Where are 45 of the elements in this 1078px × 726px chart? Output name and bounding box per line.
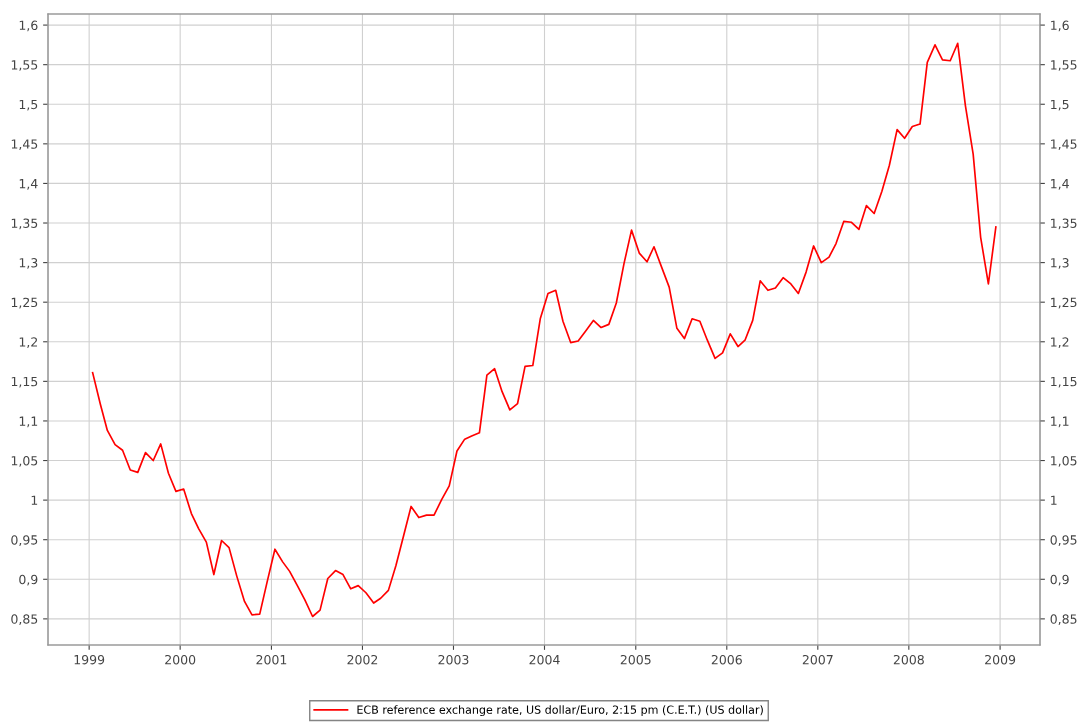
y-tick-label: 1,3 bbox=[19, 258, 38, 269]
y-tick-label: 1,5 bbox=[19, 99, 38, 111]
y2-tick-label: 1,5 bbox=[1051, 99, 1069, 111]
x-tick-label: 2005 bbox=[620, 654, 651, 665]
y-tick-label: 1,55 bbox=[11, 60, 38, 71]
y2-tick-label: 1,6 bbox=[1051, 20, 1069, 32]
line-series bbox=[91, 42, 997, 618]
x-tick-label: 2000 bbox=[165, 654, 196, 665]
y2-tick-label: 0,85 bbox=[1050, 614, 1077, 626]
y2-tick-label: 1,1 bbox=[1051, 416, 1069, 428]
x-tick-label: 2006 bbox=[711, 654, 742, 665]
x-tick-label: 2004 bbox=[529, 654, 560, 665]
y-tick-label: 1 bbox=[31, 495, 38, 505]
x-tick-label: 2001 bbox=[256, 654, 287, 665]
x-tick-label: 2009 bbox=[985, 654, 1016, 665]
y2-tick-label: 1,45 bbox=[1051, 139, 1077, 151]
y-tick-label: 1,25 bbox=[11, 297, 38, 309]
y-tick-label: 1,2 bbox=[19, 337, 38, 348]
y-tick-label: 1,6 bbox=[19, 20, 38, 32]
y2-tick-label: 0,9 bbox=[1050, 574, 1069, 586]
x-tick-label: 2008 bbox=[893, 654, 924, 665]
y2-tick-label: 1,2 bbox=[1051, 337, 1069, 348]
y2-tick-label: 1,15 bbox=[1051, 376, 1077, 388]
y-tick-label: 0,9 bbox=[19, 574, 38, 586]
y2-tick-label: 1,4 bbox=[1051, 179, 1069, 190]
y-tick-label: 1,4 bbox=[19, 179, 38, 190]
x-tick-label: 1999 bbox=[74, 654, 105, 665]
x-tick-label: 2007 bbox=[802, 654, 833, 665]
y-tick-label: 1,05 bbox=[11, 456, 38, 467]
y2-tick-label: 1,05 bbox=[1051, 456, 1077, 467]
y-tick-label: 1,45 bbox=[11, 139, 38, 151]
y2-tick-label: 1,35 bbox=[1051, 218, 1077, 230]
x-tick-label: 2002 bbox=[347, 654, 378, 665]
x-tick-label: 2003 bbox=[438, 654, 469, 665]
y2-tick-label: 1,55 bbox=[1051, 60, 1077, 71]
y2-tick-label: 1 bbox=[1051, 495, 1057, 505]
y2-tick-label: 1,3 bbox=[1051, 258, 1069, 269]
y2-tick-label: 0,95 bbox=[1050, 535, 1077, 546]
y-tick-label: 0,85 bbox=[11, 614, 38, 626]
y-tick-label: 1,35 bbox=[11, 218, 38, 230]
y-tick-label: 1,1 bbox=[19, 416, 38, 428]
legend-label: ECB reference exchange rate, US dollar/Euro, 2:15 pm (C.E.T.) (US dollar) bbox=[357, 705, 763, 716]
y2-tick-label: 1,25 bbox=[1051, 297, 1077, 309]
y-tick-label: 0,95 bbox=[11, 535, 38, 546]
y-tick-label: 1,15 bbox=[11, 376, 38, 388]
